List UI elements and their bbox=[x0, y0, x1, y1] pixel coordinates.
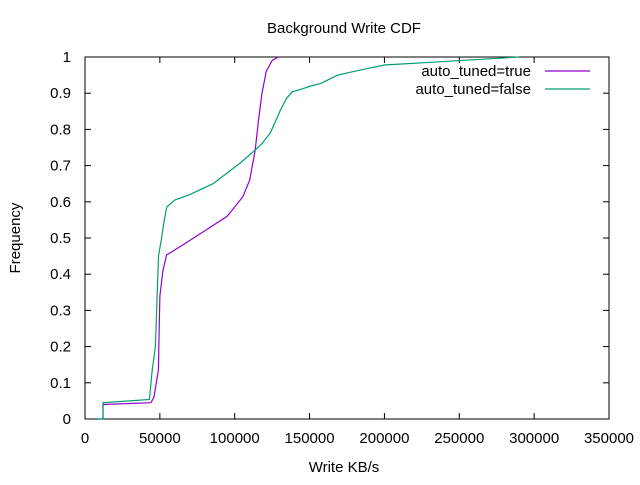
x-tick-label: 200000 bbox=[359, 430, 409, 447]
x-tick-label: 50000 bbox=[139, 430, 181, 447]
y-tick-label: 1 bbox=[63, 49, 71, 66]
y-axis-label: Frequency bbox=[7, 202, 24, 273]
y-tick-label: 0.5 bbox=[50, 230, 71, 247]
series-line-0 bbox=[97, 56, 279, 420]
x-tick-label: 300000 bbox=[509, 430, 559, 447]
y-tick-label: 0.6 bbox=[50, 194, 71, 211]
y-tick-label: 0.1 bbox=[50, 375, 71, 392]
legend-label-0: auto_tuned=true bbox=[421, 63, 531, 80]
y-tick-label: 0.7 bbox=[50, 158, 71, 175]
y-tick-label: 0.3 bbox=[50, 302, 71, 319]
x-tick-label: 100000 bbox=[210, 430, 260, 447]
legend-label-1: auto_tuned=false bbox=[415, 81, 531, 98]
x-tick-label: 150000 bbox=[285, 430, 335, 447]
x-tick-label: 250000 bbox=[434, 430, 484, 447]
y-tick-label: 0.2 bbox=[50, 339, 71, 356]
chart-title: Background Write CDF bbox=[267, 20, 421, 37]
x-tick-label: 0 bbox=[81, 430, 89, 447]
series-line-1 bbox=[97, 56, 520, 420]
y-tick-label: 0.9 bbox=[50, 85, 71, 102]
y-tick-label: 0 bbox=[63, 411, 71, 428]
x-axis-label: Write KB/s bbox=[309, 459, 380, 476]
y-tick-label: 0.4 bbox=[50, 266, 71, 283]
x-tick-label: 350000 bbox=[584, 430, 634, 447]
y-tick-label: 0.8 bbox=[50, 121, 71, 138]
plot-frame bbox=[84, 56, 610, 420]
